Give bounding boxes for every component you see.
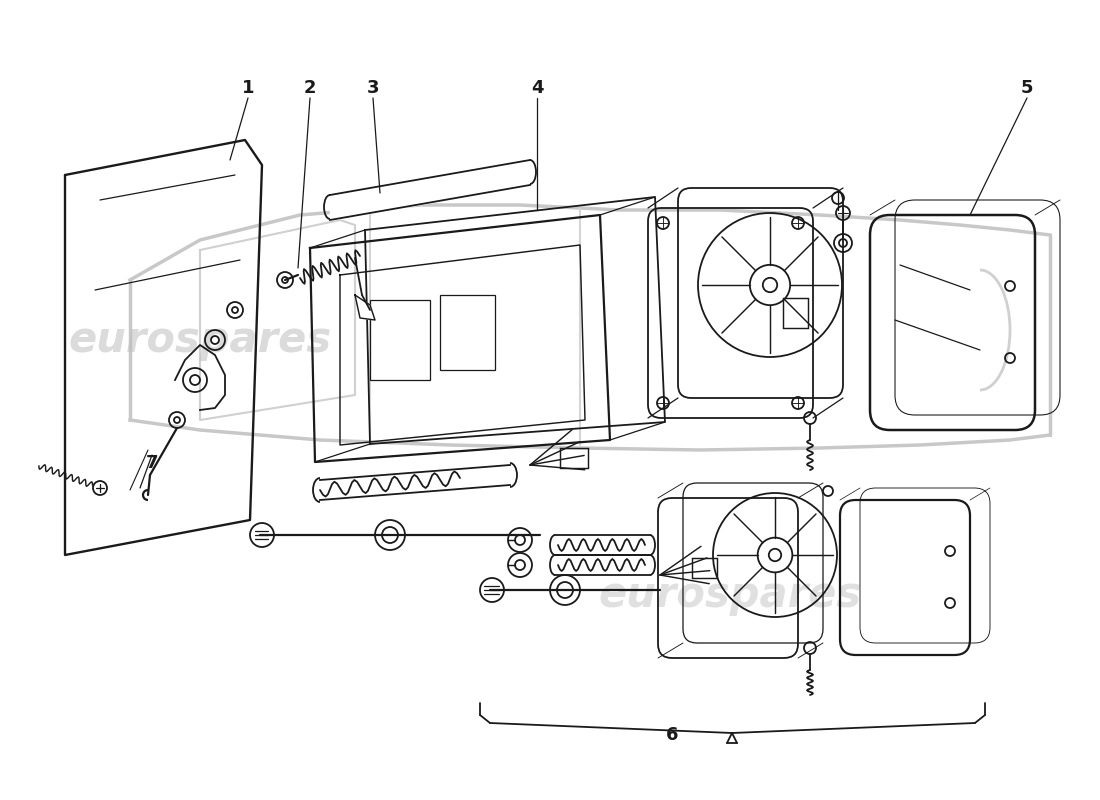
Text: 6: 6	[666, 726, 679, 744]
Bar	[783, 298, 808, 328]
Bar	[692, 558, 717, 578]
Text: 5: 5	[1021, 79, 1033, 97]
Bar	[560, 448, 588, 468]
Bar	[440, 295, 495, 370]
Text: 1: 1	[242, 79, 254, 97]
Text: 3: 3	[366, 79, 379, 97]
Polygon shape	[355, 295, 375, 320]
Text: 7: 7	[145, 454, 158, 472]
Bar	[370, 300, 430, 380]
Text: eurospares: eurospares	[68, 319, 331, 361]
Text: eurospares: eurospares	[598, 574, 861, 616]
Text: 2: 2	[304, 79, 317, 97]
Text: 4: 4	[530, 79, 543, 97]
